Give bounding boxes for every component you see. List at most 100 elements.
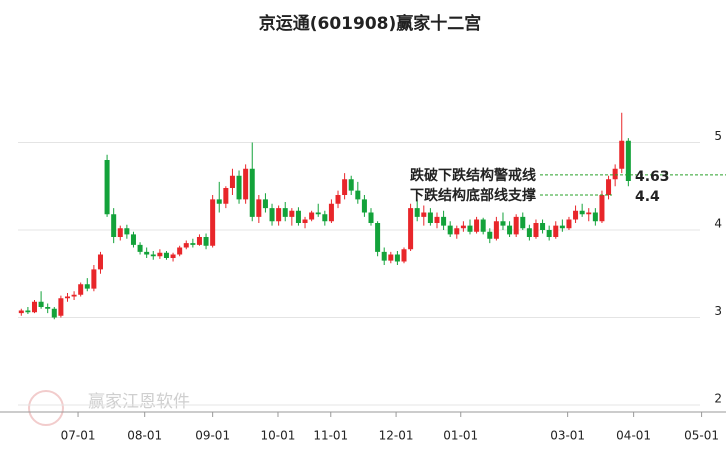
y-tick-label: 4 bbox=[714, 217, 722, 231]
candle-body bbox=[144, 251, 150, 255]
candle-body bbox=[31, 301, 38, 313]
candle-body bbox=[460, 225, 466, 229]
candle-body bbox=[124, 228, 130, 235]
candle-body bbox=[170, 254, 176, 258]
candle-body bbox=[526, 228, 532, 237]
candle-body bbox=[401, 249, 407, 262]
candle-body bbox=[269, 208, 275, 222]
candle-body bbox=[414, 208, 420, 217]
candle-body bbox=[91, 269, 97, 289]
candle-body bbox=[25, 310, 31, 313]
annotation-label: 下跌结构底部线支撑 bbox=[410, 187, 536, 204]
candle-body bbox=[533, 223, 539, 237]
candle-body bbox=[130, 234, 136, 245]
candle-body bbox=[361, 199, 367, 213]
candle-body bbox=[177, 247, 183, 255]
chart-title: 京运通(601908)赢家十二宫 bbox=[259, 13, 482, 34]
candle-body bbox=[196, 237, 202, 245]
x-tick-label: 10-01 bbox=[261, 429, 296, 443]
candle-body bbox=[216, 199, 222, 204]
candle-body bbox=[289, 210, 295, 217]
y-tick-label: 3 bbox=[714, 304, 722, 318]
candle-body bbox=[625, 140, 631, 181]
candle-body bbox=[434, 216, 440, 223]
candle-body bbox=[282, 208, 288, 217]
candle-body bbox=[388, 254, 394, 261]
candle-body bbox=[493, 221, 499, 239]
watermark-logo bbox=[28, 390, 64, 426]
candle-body bbox=[104, 160, 110, 215]
x-tick-label: 08-01 bbox=[127, 429, 162, 443]
candle-body bbox=[487, 231, 493, 239]
candle-body bbox=[500, 221, 506, 226]
candle-body bbox=[447, 225, 453, 235]
candle-body bbox=[546, 230, 552, 237]
candle-body bbox=[520, 216, 526, 229]
candle-body bbox=[573, 210, 579, 220]
candle-body bbox=[38, 301, 44, 307]
x-tick-label: 03-01 bbox=[550, 429, 585, 443]
candle-body bbox=[328, 203, 334, 222]
candle-body bbox=[322, 214, 328, 222]
candle-body bbox=[619, 140, 625, 169]
x-tick-label: 05-01 bbox=[684, 429, 719, 443]
candle-body bbox=[157, 252, 163, 257]
candle-body bbox=[117, 228, 123, 237]
x-tick-label: 09-01 bbox=[195, 429, 230, 443]
candle-body bbox=[309, 212, 315, 220]
candle-body bbox=[45, 307, 51, 309]
candle-body bbox=[606, 179, 612, 195]
candle-body bbox=[249, 168, 255, 217]
watermark: 赢家江恩软件 bbox=[88, 392, 190, 412]
candle-body bbox=[368, 212, 374, 223]
candle-body bbox=[137, 244, 143, 252]
candle-body bbox=[474, 219, 480, 232]
x-tick-label: 04-01 bbox=[616, 429, 651, 443]
candle-body bbox=[276, 208, 282, 222]
candle-body bbox=[84, 284, 90, 289]
x-tick-label: 12-01 bbox=[379, 429, 414, 443]
candle-body bbox=[592, 212, 598, 222]
candle-body bbox=[421, 212, 427, 217]
candle-body bbox=[243, 168, 249, 200]
candle-body bbox=[150, 254, 156, 257]
candle-body bbox=[163, 252, 169, 258]
candle-body bbox=[262, 199, 268, 209]
candle-body bbox=[586, 212, 592, 215]
candle-body bbox=[467, 225, 473, 232]
candle-body bbox=[190, 243, 196, 245]
candle-body bbox=[236, 175, 242, 200]
y-tick-label: 5 bbox=[714, 129, 722, 143]
candle-body bbox=[507, 225, 513, 235]
candle-body bbox=[355, 190, 361, 200]
candle-body bbox=[599, 195, 605, 222]
candle-body bbox=[223, 188, 229, 204]
candle-body bbox=[553, 225, 559, 237]
candle-body bbox=[229, 175, 235, 188]
candle-body bbox=[513, 216, 519, 235]
candle-body bbox=[203, 237, 209, 246]
candle-body bbox=[480, 219, 486, 232]
annotation-value: 4.63 bbox=[635, 169, 670, 185]
candle-body bbox=[295, 210, 301, 223]
x-tick-label: 01-01 bbox=[443, 429, 478, 443]
x-tick-label: 07-01 bbox=[61, 429, 96, 443]
candle-body bbox=[58, 298, 64, 316]
candle-body bbox=[348, 179, 354, 191]
y-tick-label: 2 bbox=[714, 392, 722, 406]
candle-body bbox=[381, 251, 387, 261]
candle-body bbox=[335, 195, 341, 204]
candle-body bbox=[559, 225, 565, 229]
candle-body bbox=[78, 284, 84, 295]
candle-body bbox=[183, 243, 189, 248]
candle-body bbox=[315, 212, 321, 215]
candle-body bbox=[394, 254, 400, 262]
candle-body bbox=[71, 294, 77, 297]
candle-body bbox=[566, 219, 572, 229]
candle-body bbox=[441, 216, 447, 226]
annotation-value: 4.4 bbox=[635, 189, 660, 205]
annotation-label: 跌破下跌结构警戒线 bbox=[410, 167, 536, 184]
candle-body bbox=[256, 199, 262, 217]
candle-body bbox=[64, 296, 70, 299]
